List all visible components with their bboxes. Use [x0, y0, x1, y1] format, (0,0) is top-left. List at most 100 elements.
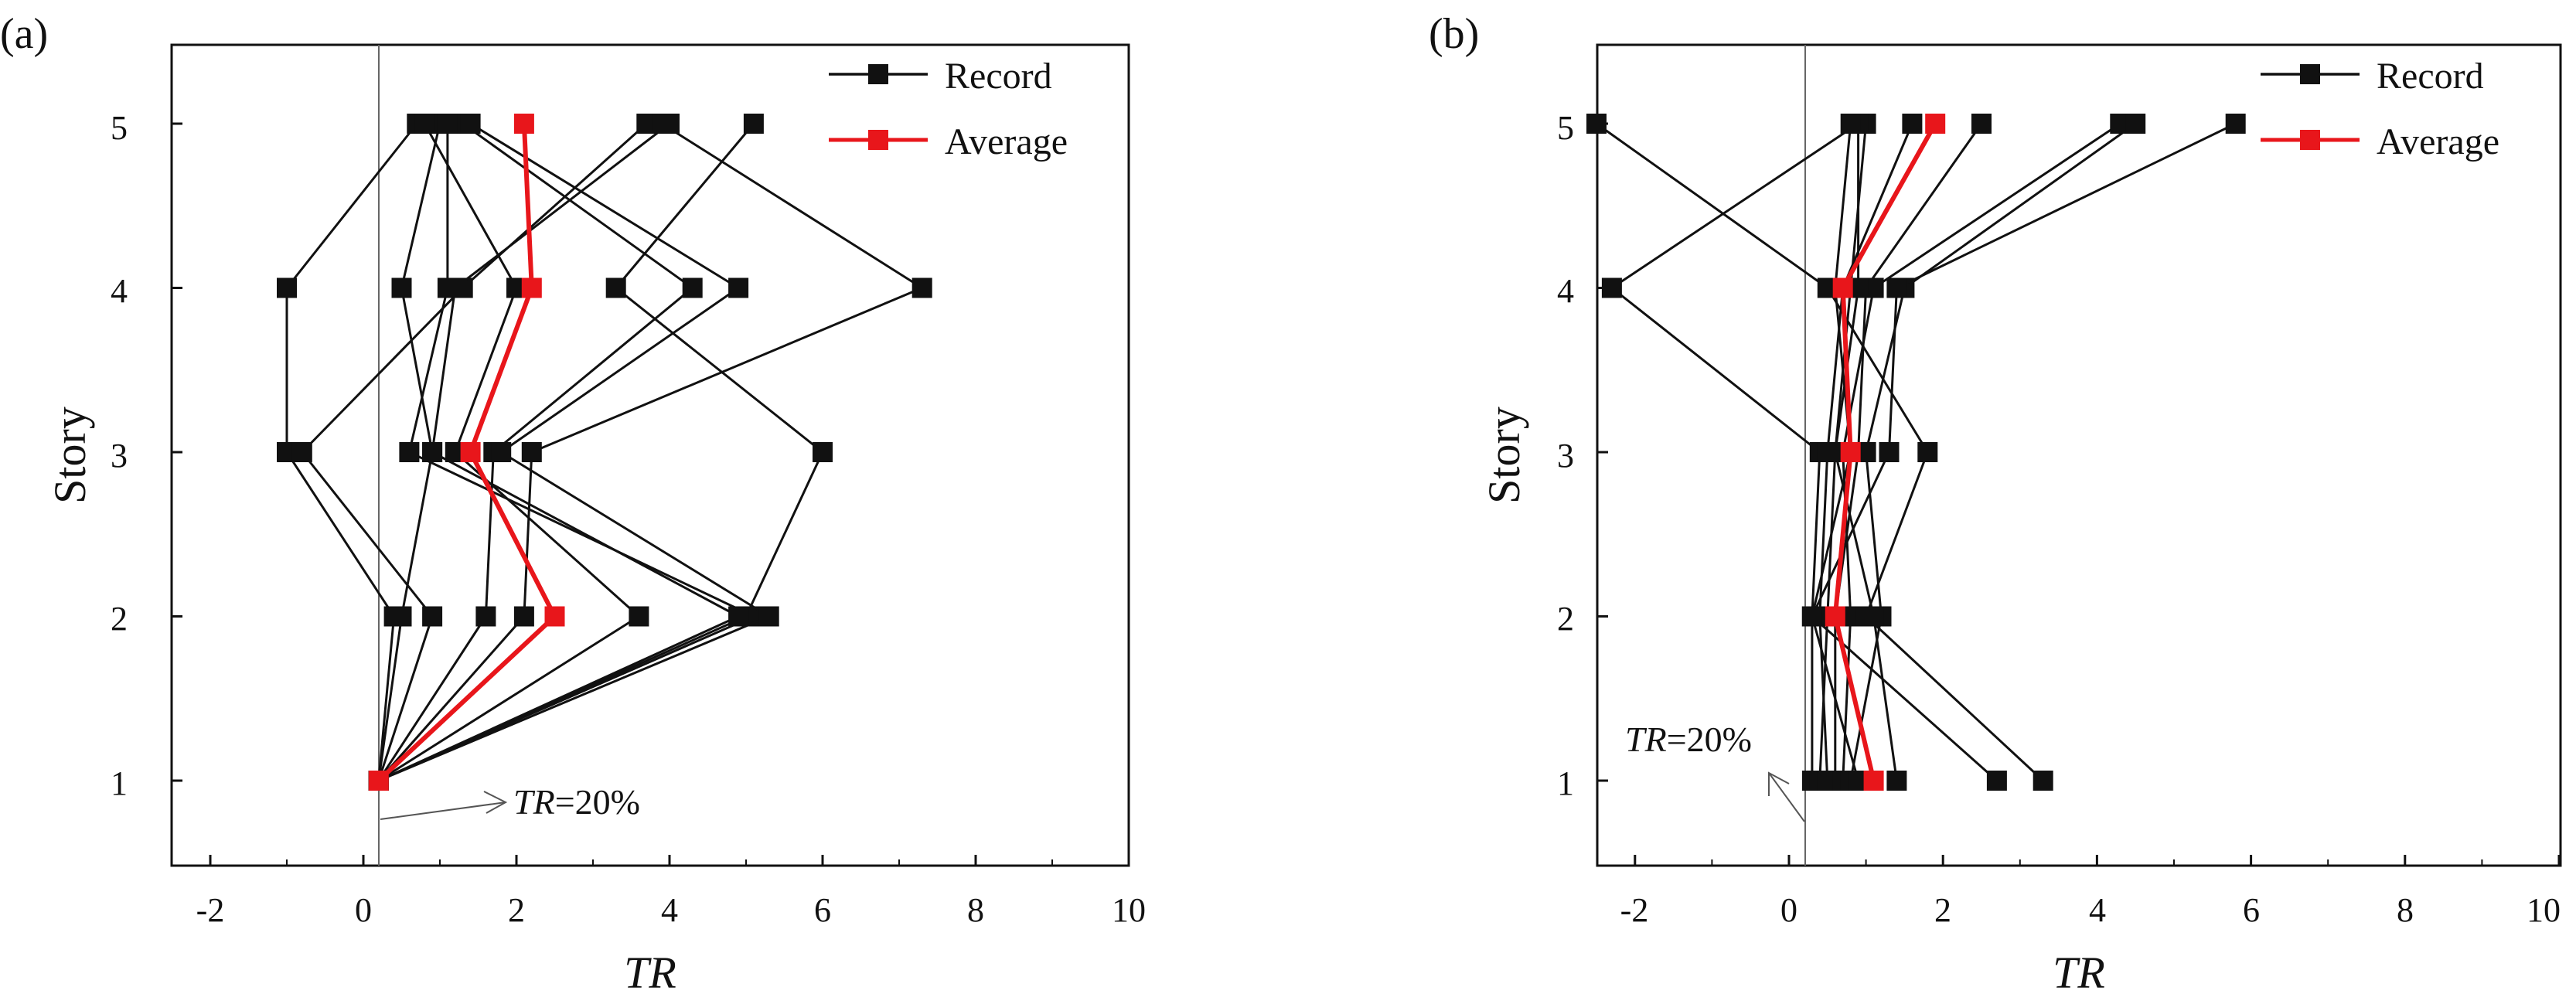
record-marker	[460, 114, 481, 134]
record-marker	[2225, 114, 2246, 134]
panel-b-xtick-label: 10	[2527, 891, 2561, 929]
panel-b-series	[1586, 114, 2246, 791]
average-series	[1825, 114, 1946, 791]
panel-a-ticks	[172, 122, 1130, 866]
panel-b-x-axis-label: TR	[2053, 948, 2105, 998]
record-marker	[1902, 114, 1923, 134]
average-marker	[460, 442, 481, 462]
panel-a-annotation-arrow	[380, 801, 506, 820]
panel-b-tick-labels: -2 0 2 4 6 8 10 1 2 3 4 5	[1557, 109, 2561, 929]
panel-b-frame	[1596, 43, 2562, 867]
panel-a-ytick-label: 4	[111, 272, 128, 310]
panel-a-annotation: TR=20%	[380, 782, 640, 822]
average-marker	[1840, 442, 1861, 462]
panel-b-annotation-arrow	[1768, 772, 1805, 822]
record-marker	[1917, 442, 1938, 462]
record-marker	[743, 114, 764, 134]
panel-b-legend-average-marker	[2300, 130, 2320, 150]
panel-b-legend-average-label: Average	[2377, 121, 2499, 162]
panel-b-label: (b)	[1429, 10, 1479, 58]
record-marker	[422, 606, 443, 627]
record-marker	[422, 442, 443, 462]
record-marker	[1886, 277, 1907, 298]
average-marker	[521, 277, 542, 298]
panel-a-series	[277, 114, 932, 791]
panel-a-label: (a)	[0, 10, 48, 58]
panel-a-legend-record-label: Record	[945, 56, 1052, 97]
record-series	[1586, 114, 2053, 791]
panel-a-legend-record-marker	[868, 64, 888, 84]
record-marker	[659, 114, 680, 134]
record-marker	[491, 442, 512, 462]
record-marker	[2033, 771, 2053, 791]
record-marker	[605, 277, 626, 298]
record-marker	[399, 442, 420, 462]
panel-a-y-axis-label: Story	[45, 407, 95, 504]
average-marker	[1863, 771, 1884, 791]
panel-b-annotation-tr: TR	[1625, 720, 1667, 759]
record-series	[368, 114, 749, 791]
panel-a-ytick-label: 3	[111, 437, 128, 475]
panel-b-y-axis-label: Story	[1479, 407, 1529, 504]
panel-b-ticks	[1597, 122, 2561, 866]
panel-a-frame	[170, 43, 1130, 867]
record-marker	[1879, 442, 1900, 462]
panel-b-legend-record-marker	[2300, 64, 2320, 84]
record-marker	[1886, 771, 1907, 791]
panel-a-ytick-label: 1	[111, 764, 128, 802]
panel-a-annotation-value: =20%	[555, 782, 640, 822]
average-marker	[1832, 277, 1853, 298]
panel-b-xtick-label: 0	[1780, 891, 1797, 929]
record-marker	[911, 277, 932, 298]
panel-a-xtick-label: 10	[1112, 891, 1146, 929]
record-marker	[1971, 114, 1992, 134]
panel-a-xtick-label: 2	[508, 891, 525, 929]
record-marker	[475, 606, 496, 627]
panel-b-annotation-arrowhead	[1768, 771, 1790, 796]
record-marker	[391, 606, 412, 627]
record-series	[1832, 114, 2131, 791]
record-marker	[728, 606, 749, 627]
panel-a-xtick-label: 0	[355, 891, 372, 929]
record-marker	[513, 606, 534, 627]
record-marker	[2125, 114, 2146, 134]
panel-a-tick-labels: -2 0 2 4 6 8 10 1 2 3 4 5	[111, 109, 1146, 929]
panel-b-ytick-label: 1	[1557, 764, 1574, 802]
record-marker	[1801, 606, 1822, 627]
record-marker	[1586, 114, 1607, 134]
record-marker	[277, 277, 297, 298]
record-marker	[414, 114, 435, 134]
record-marker	[813, 442, 833, 462]
panel-a-legend: Record Average	[829, 56, 1068, 162]
panel-a-xtick-label: -2	[196, 891, 225, 929]
panel-a-legend-average-marker	[868, 130, 888, 150]
panel-a-legend-average-label: Average	[945, 121, 1068, 162]
panel-b-xtick-label: -2	[1620, 891, 1649, 929]
panel-b-ytick-label: 4	[1557, 272, 1574, 310]
record-marker	[728, 277, 749, 298]
panel-b-legend: Record Average	[2261, 56, 2499, 162]
chart-panel-b: (b) -2 0 2 4 6 8 10 1 2 3 4 5 TR Story R…	[1429, 10, 2562, 998]
record-marker	[1840, 114, 1861, 134]
panel-b-xtick-label: 4	[2089, 891, 2106, 929]
record-marker	[629, 606, 649, 627]
panel-b-legend-record-label: Record	[2377, 56, 2484, 97]
record-marker	[291, 442, 312, 462]
panel-a-ytick-label: 5	[111, 109, 128, 147]
panel-a-annotation-tr: TR	[513, 782, 555, 822]
panel-a-annotation-arrowhead	[483, 791, 508, 814]
panel-b-annotation: TR=20%	[1625, 720, 1805, 822]
record-marker	[682, 277, 703, 298]
chart-panel-a: (a) -2 0 2 4 6 8 10 1 2 3 4 5 TR Story R…	[0, 10, 1146, 998]
panel-a-xtick-label: 8	[967, 891, 984, 929]
average-marker	[368, 771, 389, 791]
panel-b-ytick-label: 3	[1557, 437, 1574, 475]
panel-b-xtick-label: 6	[2243, 891, 2260, 929]
record-marker	[758, 606, 779, 627]
record-marker	[391, 277, 412, 298]
panel-a-ytick-label: 2	[111, 600, 128, 638]
average-series	[368, 114, 565, 791]
panel-b-annotation-value: =20%	[1667, 720, 1752, 759]
record-marker	[1601, 277, 1622, 298]
